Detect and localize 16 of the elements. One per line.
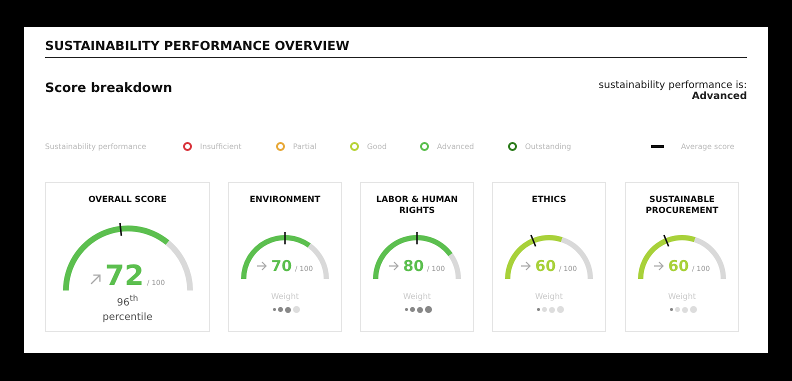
data-label: 72 <box>105 259 144 292</box>
data-label: 60 <box>668 257 689 275</box>
data-label: 70 <box>271 257 292 275</box>
text: 96$^{th}$ <box>116 292 140 310</box>
chart-title: SUSTAINABLE PROCUREMENT <box>644 195 720 217</box>
text: percentile <box>101 311 154 326</box>
chart-title: ENVIRONMENT <box>248 195 322 206</box>
data-label: 80 <box>403 257 424 275</box>
text: Score breakdown <box>45 81 172 96</box>
chart-title: LABOR & HUMAN RIGHTS <box>375 195 459 217</box>
data-label: 60 <box>535 257 556 275</box>
text: SUSTAINABILITY PERFORMANCE OVERVIEW <box>45 38 350 53</box>
chart-title: ETHICS <box>530 195 568 206</box>
chart-title: OVERALL SCORE <box>87 195 168 206</box>
text: Advanced <box>692 91 747 102</box>
text: sustainability performance is: <box>598 80 747 91</box>
